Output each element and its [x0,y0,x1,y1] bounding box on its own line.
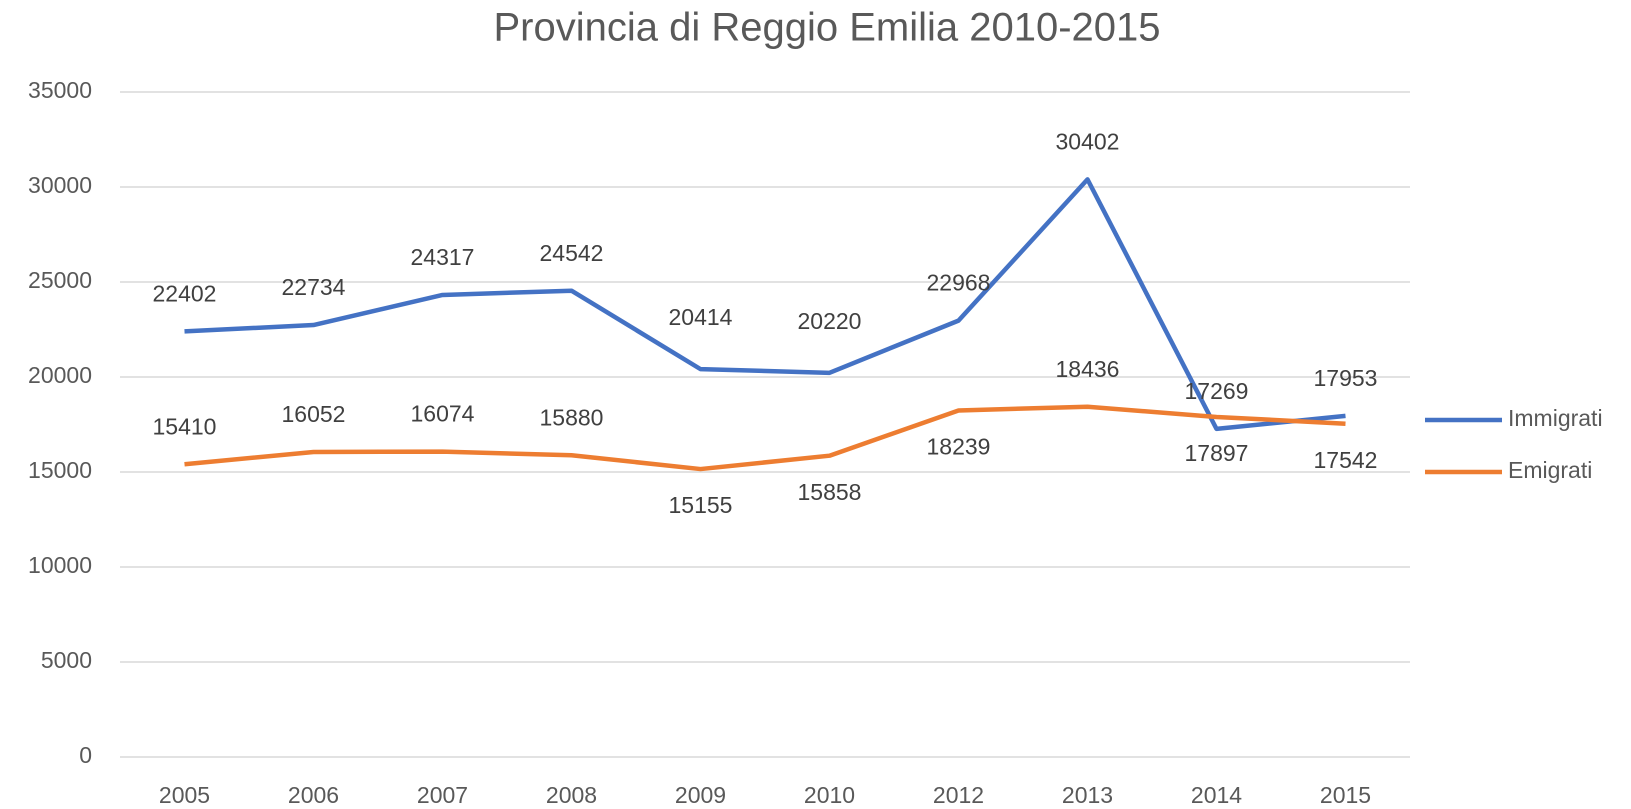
y-tick-label: 25000 [28,267,92,293]
x-tick-label: 2012 [933,782,984,808]
data-label: 18436 [1056,356,1120,382]
x-tick-label: 2015 [1320,782,1371,808]
y-tick-label: 10000 [28,552,92,578]
y-tick-label: 15000 [28,457,92,483]
data-label: 20220 [798,308,862,334]
data-label: 15410 [153,413,217,439]
data-label: 22968 [927,270,991,296]
data-label: 24317 [411,244,475,270]
series-line [184,177,1346,432]
x-tick-label: 2013 [1062,782,1113,808]
data-label: 15880 [540,404,604,430]
y-tick-label: 35000 [28,77,92,103]
chart-title: Provincia di Reggio Emilia 2010-2015 [493,6,1160,50]
data-label: 18239 [927,434,991,460]
data-label: 24542 [540,240,604,266]
data-label: 16074 [411,401,475,427]
y-tick-label: 20000 [28,362,92,388]
x-tick-label: 2006 [288,782,339,808]
x-tick-label: 2014 [1191,782,1242,808]
data-label: 22734 [282,274,346,300]
y-tick-label: 5000 [41,647,92,673]
data-label: 15858 [798,479,862,505]
x-tick-label: 2010 [804,782,855,808]
x-tick-label: 2008 [546,782,597,808]
data-label: 30402 [1056,128,1120,154]
data-label: 16052 [282,401,346,427]
y-tick-label: 30000 [28,172,92,198]
data-label: 15155 [669,492,733,518]
data-label: 17953 [1314,365,1378,391]
legend-label: Emigrati [1508,457,1592,483]
x-tick-label: 2009 [675,782,726,808]
y-tick-label: 0 [79,742,92,768]
data-label: 17269 [1185,378,1249,404]
data-label: 22402 [153,280,217,306]
x-tick-label: 2007 [417,782,468,808]
legend-label: Immigrati [1508,405,1603,431]
data-label: 17897 [1185,440,1249,466]
data-label: 20414 [669,304,733,330]
data-label: 17542 [1314,447,1378,473]
series-line [184,404,1346,472]
x-tick-label: 2005 [159,782,210,808]
